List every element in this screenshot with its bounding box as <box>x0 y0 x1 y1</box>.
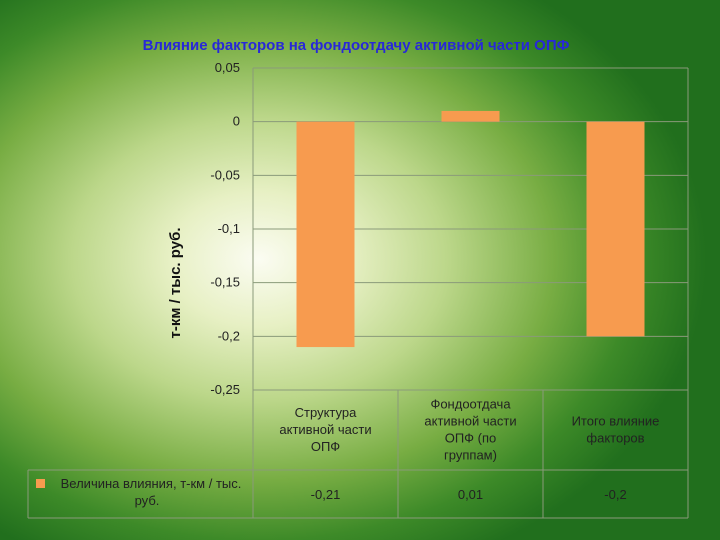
data-table: Структура активной части ОПФ Фондоотдача акт… <box>27 68 689 519</box>
y-axis-label: т-км / тыс. руб. <box>167 227 184 338</box>
legend-series-name: Величина влияния, т-км / тыс. руб. <box>61 476 242 508</box>
y-tick-label: -0,15 <box>210 275 240 290</box>
x-category-label: Фондоотдача активной части ОПФ (по группам) <box>424 397 516 463</box>
y-tick-label: 0,05 <box>215 60 240 75</box>
y-tick-labels: 0,05 0 -0,05 -0,1 -0,15 -0,2 -0,25 <box>210 60 240 397</box>
data-value-label: -0,2 <box>604 487 626 502</box>
bar <box>441 110 500 122</box>
y-tick-label: 0 <box>233 114 240 129</box>
y-tick-label: -0,2 <box>218 328 240 343</box>
y-tick-label: -0,25 <box>210 382 240 397</box>
legend-series-name-line: Величина влияния, т-км / тыс. <box>61 476 242 491</box>
x-category-label-line: Структура <box>295 405 357 420</box>
x-category-label-line: Итого влияние <box>572 414 660 429</box>
y-tick-label: -0,1 <box>218 221 240 236</box>
x-category-label-line: факторов <box>586 431 644 446</box>
bar <box>586 121 645 337</box>
x-category-label: Итого влияние факторов <box>572 414 660 446</box>
x-category-label-line: активной части <box>279 422 371 437</box>
x-category-label-line: ОПФ <box>311 439 340 454</box>
bar <box>296 121 355 348</box>
x-category-label-line: Фондоотдача <box>430 397 511 412</box>
y-tick-label: -0,05 <box>210 167 240 182</box>
data-value-label: 0,01 <box>458 487 483 502</box>
x-category-label-line: группам) <box>444 448 497 463</box>
x-category-label-line: активной части <box>424 414 516 429</box>
bars <box>296 110 645 348</box>
data-value-label: -0,21 <box>311 487 341 502</box>
legend-series-name-line: руб. <box>135 493 160 508</box>
x-category-label: Структура активной части ОПФ <box>279 405 371 454</box>
legend-swatch <box>36 479 45 488</box>
chart-title: Влияние факторов на фондоотдачу активной… <box>143 37 570 54</box>
x-category-label-line: ОПФ (по <box>445 431 497 446</box>
